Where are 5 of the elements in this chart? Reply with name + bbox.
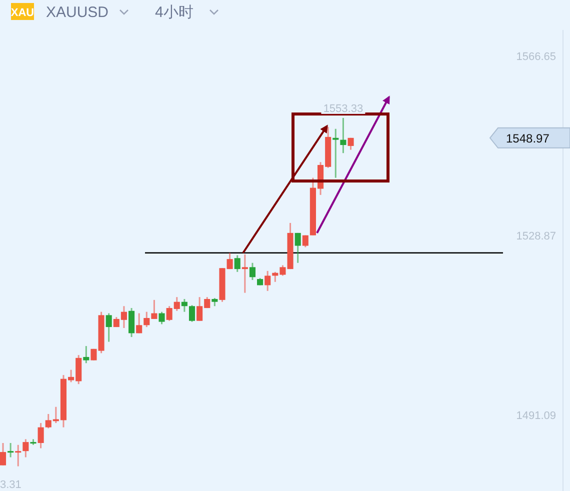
chart-title: XAUUSD bbox=[46, 4, 109, 21]
price-tag: 1548.97 bbox=[489, 127, 570, 148]
chart-subtitle: 4小时 bbox=[155, 4, 194, 21]
header-badge: XAU bbox=[10, 3, 34, 20]
annotation: 1548.97 bbox=[506, 131, 550, 146]
